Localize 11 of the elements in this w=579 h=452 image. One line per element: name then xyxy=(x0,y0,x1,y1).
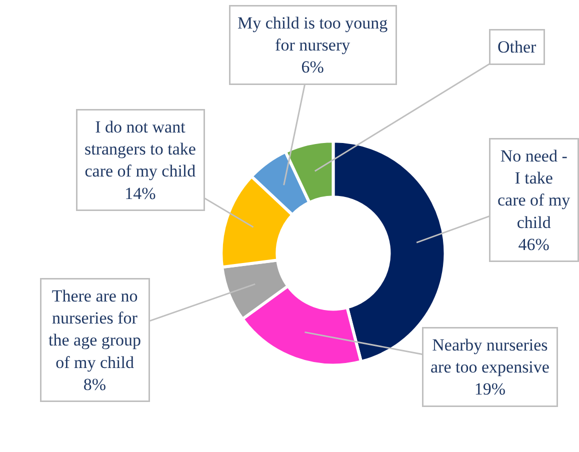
data-label: 6% xyxy=(301,58,324,77)
slice-label: My child is too young for nursery xyxy=(238,14,388,55)
slice-label: There are no nurseries for the age group of my child xyxy=(48,286,142,372)
slice-label: Other xyxy=(498,38,537,56)
data-label: 14% xyxy=(124,184,156,203)
data-label: 46% xyxy=(518,234,550,254)
slice-label: Nearby nurseries are too expensive xyxy=(430,336,550,377)
data-label: 8% xyxy=(83,374,106,394)
data-label: 19% xyxy=(474,380,506,399)
slice-label: No need - I take care of my child xyxy=(498,146,571,232)
slice-label: I do not want strangers to take care of my child xyxy=(84,118,196,181)
